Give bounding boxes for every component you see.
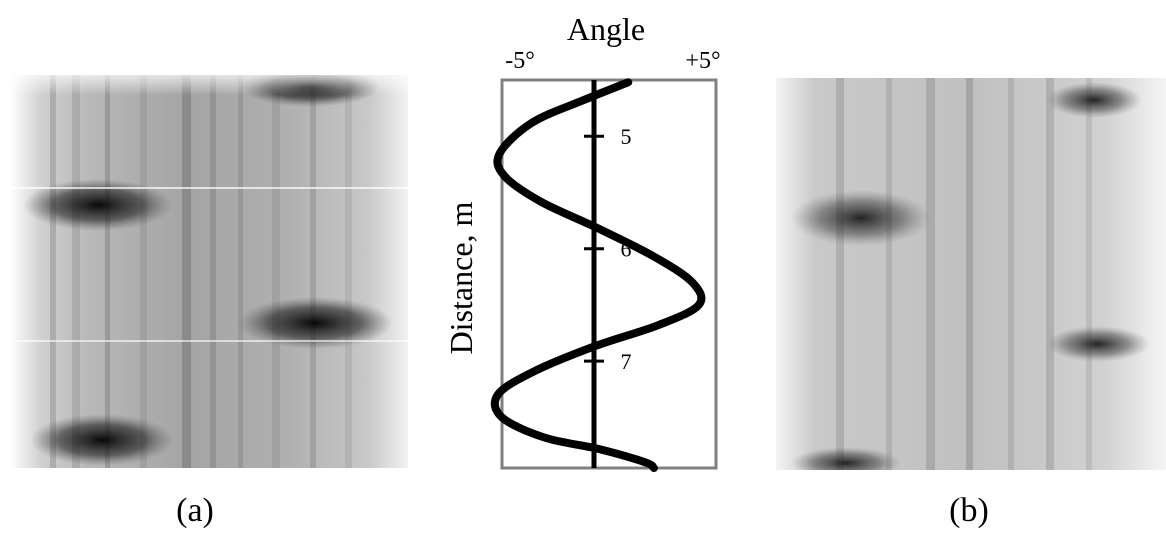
y-axis-label: Distance, m: [443, 201, 479, 354]
panel-b-image: [776, 78, 1166, 479]
plot-frame: [500, 78, 718, 470]
y-tick-label: 6: [621, 237, 632, 262]
caption-a: (a): [176, 492, 214, 529]
chart-title: Angle: [567, 11, 645, 47]
series-line: [490, 78, 706, 472]
y-tick-label: 5: [621, 124, 632, 149]
x-tick-label-min: -5°: [505, 48, 535, 74]
panel-a-image: [10, 67, 408, 468]
plot-content: 5 6 7: [490, 78, 706, 472]
y-tick-label: 7: [621, 349, 632, 374]
caption-b: (b): [949, 492, 989, 529]
x-tick-label-max: +5°: [685, 48, 720, 74]
